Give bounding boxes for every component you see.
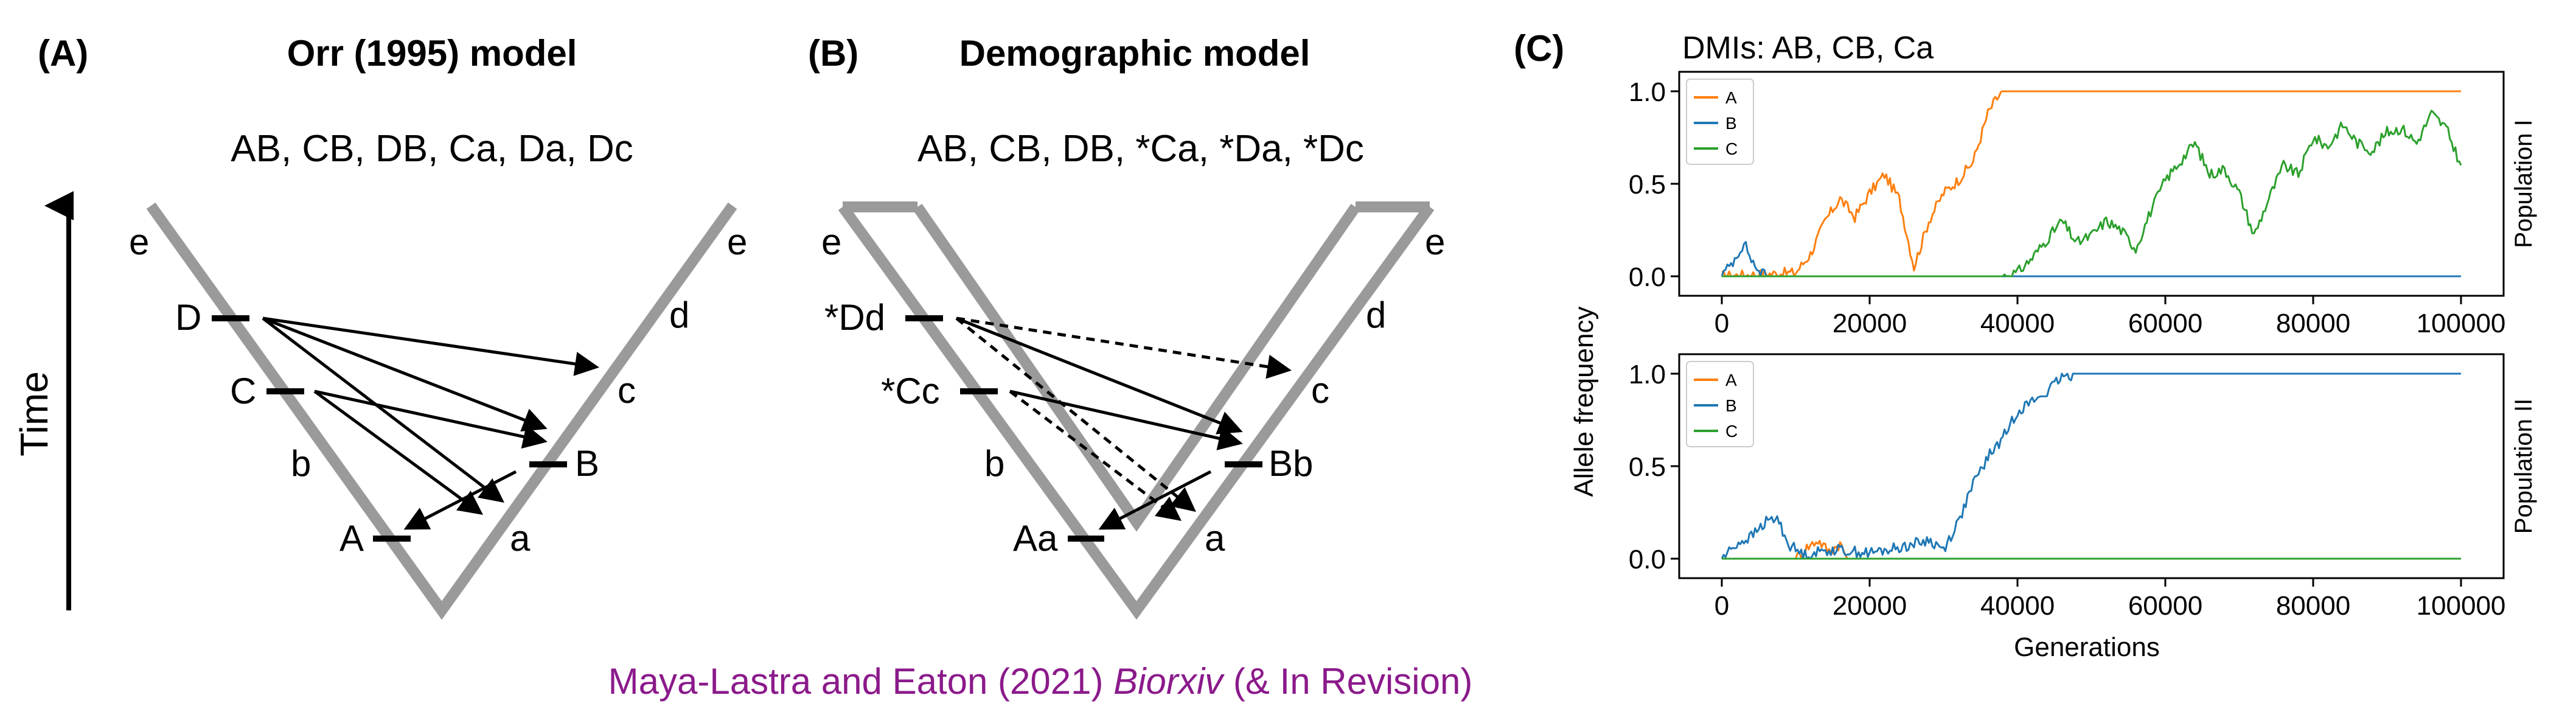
label-C: C xyxy=(230,371,256,411)
arrow-D-to-a xyxy=(262,317,504,503)
demographic-tree-outer xyxy=(838,203,1435,620)
y-tick-label: 1.0 xyxy=(1629,77,1666,107)
facet-label: Population II xyxy=(2510,399,2537,534)
x-tick-label: 60000 xyxy=(2128,309,2202,338)
y-tick-label: 1.0 xyxy=(1629,360,1666,389)
legend-label-B: B xyxy=(1725,396,1737,415)
legend-label-C: C xyxy=(1725,422,1738,441)
demographic-tree-inner xyxy=(913,203,1360,532)
panel-a-dmi-list: AB, CB, DB, Ca, Da, Dc xyxy=(231,128,633,170)
arrow-C-to-a xyxy=(313,389,484,515)
orr-node-labels: e D C b A e d c B a xyxy=(129,222,747,559)
series-line-B xyxy=(1721,372,2461,560)
arrow-Dd-to-c xyxy=(956,316,1292,379)
label-e-left: e xyxy=(129,222,149,262)
label-star-Cc: *Cc xyxy=(881,371,940,411)
y-tick-label: 0.0 xyxy=(1629,545,1666,575)
label-d: d xyxy=(669,295,689,335)
label-Aa: Aa xyxy=(1013,518,1058,559)
x-tick-label: 80000 xyxy=(2276,309,2350,338)
panel-a-label: (A) xyxy=(38,33,88,74)
label-e-right: e xyxy=(727,222,747,262)
series-line-B xyxy=(1721,241,2461,278)
panel-c-title: DMIs: AB, CB, Ca xyxy=(1682,30,1934,66)
legend-label-B: B xyxy=(1725,114,1737,133)
series-line-A xyxy=(1721,90,2461,278)
x-tick-label: 80000 xyxy=(2276,591,2350,621)
y-tick-label: 0.5 xyxy=(1629,452,1666,482)
label-b-b: b xyxy=(984,443,1004,484)
credit-authors: Maya-Lastra and Eaton (2021) xyxy=(608,661,1104,702)
plot-frame xyxy=(1678,71,2505,297)
arrow-Dd-to-a xyxy=(955,317,1196,512)
legend-box xyxy=(1686,79,1754,165)
time-axis-label: Time xyxy=(12,371,56,456)
label-D: D xyxy=(175,297,201,338)
arrow-Cc-to-Bb xyxy=(1009,389,1243,450)
y-tick-label: 0.5 xyxy=(1629,170,1666,200)
label-b: b xyxy=(291,443,311,484)
label-d-b: d xyxy=(1366,295,1386,335)
credit-suffix: (& In Revision) xyxy=(1233,661,1473,702)
label-a: a xyxy=(510,518,531,559)
label-e-right-b: e xyxy=(1425,222,1445,262)
arrow-Dd-to-Bb xyxy=(956,316,1243,435)
x-tick-label: 40000 xyxy=(1980,591,2055,621)
credit-journal: Biorxiv xyxy=(1113,661,1224,702)
arrow-Bb-to-Aa xyxy=(1098,470,1212,530)
label-a-b: a xyxy=(1205,518,1225,559)
label-star-Dd: *Dd xyxy=(824,297,885,338)
panel-b-title: Demographic model xyxy=(959,33,1311,74)
legend-label-A: A xyxy=(1725,371,1737,389)
orr-tree xyxy=(146,202,737,620)
x-tick-label: 100000 xyxy=(2417,309,2506,338)
arrow-B-to-A xyxy=(403,470,517,530)
label-c-b: c xyxy=(1311,370,1329,411)
orr-dmi-arrows xyxy=(262,316,599,530)
legend-label-C: C xyxy=(1725,139,1738,158)
x-tick-label: 20000 xyxy=(1833,591,1907,621)
x-tick-label: 60000 xyxy=(2128,591,2202,621)
panel-b: (B) Demographic model AB, CB, DB, *Ca, *… xyxy=(808,33,1445,620)
demographic-node-labels: e *Dd *Cc b Aa e d c Bb a xyxy=(821,222,1445,559)
y-axis-label: Allele frequency xyxy=(1569,306,1599,497)
label-e-left-b: e xyxy=(821,222,841,262)
chart-population-2: 0.0 0.5 1.0 0 20000 40000 60000 80000 100000 ABC P… xyxy=(1629,353,2537,621)
panel-b-label: (B) xyxy=(808,33,858,74)
arrow-D-to-B xyxy=(262,316,548,431)
citation-credit: Maya-Lastra and Eaton (2021) Biorxiv (& … xyxy=(0,660,2081,702)
panel-c-label: (C) xyxy=(1514,28,1564,69)
x-tick-label: 0 xyxy=(1714,591,1729,621)
arrow-C-to-B xyxy=(314,389,548,449)
panel-a-title: Orr (1995) model xyxy=(287,33,577,74)
legend-label-A: A xyxy=(1725,88,1737,107)
legend-box xyxy=(1686,361,1754,447)
facet-label: Population I xyxy=(2510,119,2537,248)
label-c: c xyxy=(618,370,636,411)
x-tick-label: 0 xyxy=(1714,309,1729,338)
panel-a: (A) Orr (1995) model AB, CB, DB, Ca, Da,… xyxy=(12,33,747,620)
plot-frame xyxy=(1678,353,2505,579)
x-tick-label: 20000 xyxy=(1833,309,1907,338)
series-line-C xyxy=(1722,110,2462,278)
panel-b-dmi-list: AB, CB, DB, *Ca, *Da, *Dc xyxy=(917,128,1364,170)
demographic-dmi-arrows xyxy=(955,316,1292,530)
chart-population-1: 0.0 0.5 1.0 0 20000 40000 60000 80000 100000 ABC P… xyxy=(1629,71,2537,338)
x-tick-label: 100000 xyxy=(2417,591,2506,621)
x-axis-label: Generations xyxy=(2014,632,2160,662)
arrow-Cc-to-a xyxy=(1009,390,1182,522)
label-Bb: Bb xyxy=(1269,443,1313,484)
label-A: A xyxy=(339,518,364,559)
x-tick-label: 40000 xyxy=(1980,309,2055,338)
y-tick-label: 0.0 xyxy=(1629,262,1666,292)
panel-c: (C) DMIs: AB, CB, Ca Allele frequency Ge… xyxy=(1514,28,2537,662)
label-B: B xyxy=(575,443,599,484)
arrow-D-to-c xyxy=(262,316,599,376)
